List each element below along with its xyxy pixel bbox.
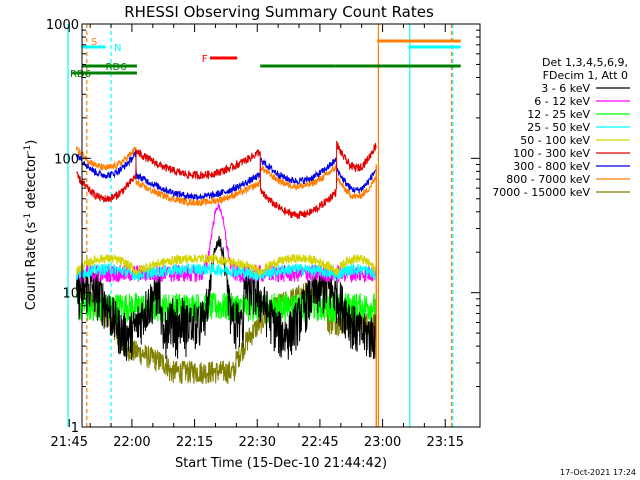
flag-label: S — [91, 37, 97, 48]
y-tick-label: 100 — [54, 152, 79, 167]
series-line — [75, 253, 377, 278]
series-line — [75, 146, 377, 208]
axis-ticks: 21:45 22:00 22:15 22:30 22:45 23:00 23:15 1 10 10… — [46, 18, 480, 450]
flag-label: F — [202, 54, 208, 65]
x-tick-label: 23:15 — [427, 435, 464, 450]
series-line — [75, 261, 377, 282]
series-line — [76, 140, 377, 220]
x-tick-label: 22:30 — [239, 435, 276, 450]
legend-entry-label: 25 - 50 keV — [527, 121, 590, 134]
legend-entry-label: 12 - 25 keV — [527, 108, 590, 121]
flag-label: N — [114, 43, 121, 54]
x-tick-label: 22:45 — [301, 435, 338, 450]
flag-bars: S N F RD6 RD6 — [70, 37, 461, 80]
y-tick-label: 1 — [71, 421, 79, 436]
legend-entry-label: 800 - 7000 keV — [506, 173, 590, 186]
x-tick-label: 23:00 — [364, 435, 401, 450]
x-tick-label: 21:45 — [51, 435, 88, 450]
legend-entry-label: 7000 - 15000 keV — [492, 186, 590, 199]
legend-header-2: FDecim 1, Att 0 — [543, 69, 628, 82]
legend: Det 1,3,4,5,6,9, FDecim 1, Att 0 3 - 6 k… — [492, 56, 630, 199]
legend-entry-label: 50 - 100 keV — [520, 134, 590, 147]
series-lines — [75, 140, 378, 427]
legend-entry-label: 300 - 800 keV — [513, 160, 590, 173]
x-tick-label: 22:15 — [176, 435, 213, 450]
y-axis-label: Count Rate (s-1 detector-1) — [23, 140, 39, 311]
vertical-markers — [67, 24, 454, 427]
flag-label: RD6 — [70, 69, 91, 80]
x-axis-label: Start Time (15-Dec-10 21:44:42) — [175, 456, 387, 471]
chart-title: RHESSI Observing Summary Count Rates — [124, 3, 434, 21]
y-tick-label: 10 — [62, 287, 79, 302]
timestamp: 17-Oct-2021 17:24 — [560, 468, 636, 477]
series-line — [75, 149, 377, 201]
legend-entry-label: 3 - 6 keV — [541, 82, 590, 95]
y-tick-label: 1000 — [46, 18, 79, 33]
x-tick-label: 22:00 — [113, 435, 150, 450]
legend-header-1: Det 1,3,4,5,6,9, — [542, 56, 628, 69]
legend-entry-label: 100 - 300 keV — [513, 147, 590, 160]
legend-entry-label: 6 - 12 keV — [534, 95, 590, 108]
plot-frame — [81, 23, 481, 428]
flag-label: RD6 — [106, 62, 127, 73]
